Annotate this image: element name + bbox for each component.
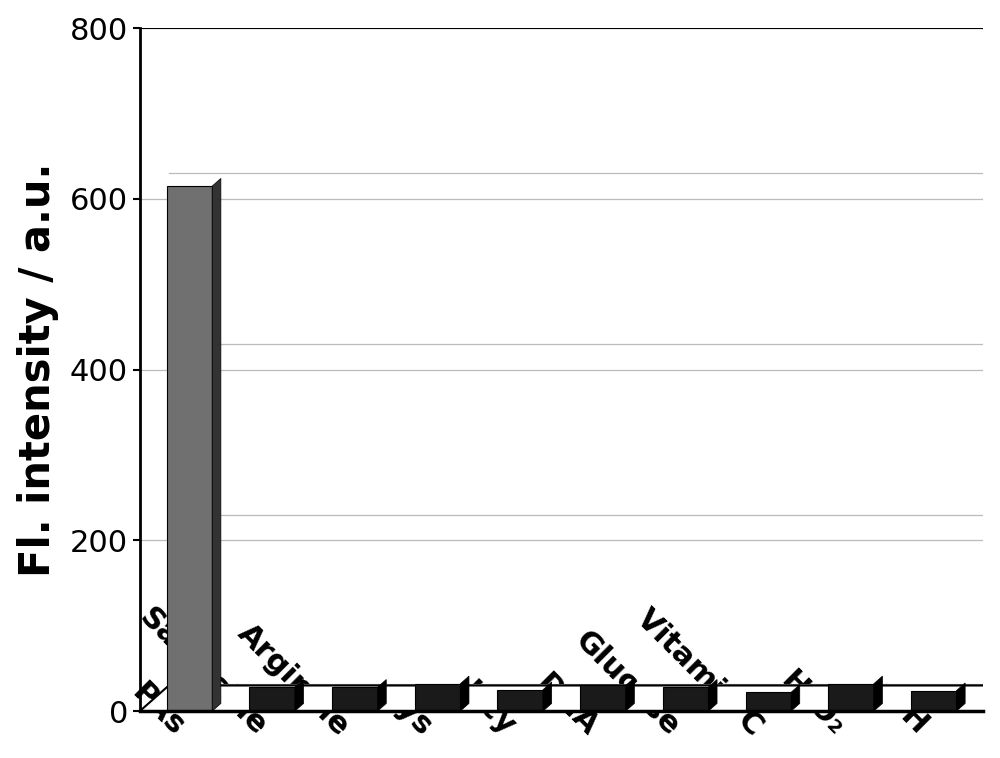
Bar xyxy=(167,186,212,711)
Polygon shape xyxy=(874,676,882,711)
Polygon shape xyxy=(212,178,221,711)
Polygon shape xyxy=(708,679,717,711)
Bar xyxy=(746,692,791,711)
Y-axis label: Fl. intensity / a.u.: Fl. intensity / a.u. xyxy=(17,162,59,577)
Bar xyxy=(911,691,956,711)
Polygon shape xyxy=(295,679,304,711)
Polygon shape xyxy=(791,684,800,711)
Polygon shape xyxy=(543,682,552,711)
Polygon shape xyxy=(460,676,469,711)
Bar xyxy=(249,688,295,711)
Bar xyxy=(497,690,543,711)
Polygon shape xyxy=(378,679,386,711)
Bar xyxy=(828,684,874,711)
Bar xyxy=(332,688,378,711)
Bar xyxy=(580,685,626,711)
Polygon shape xyxy=(140,685,1000,711)
Bar xyxy=(415,684,460,711)
Polygon shape xyxy=(956,683,965,711)
Polygon shape xyxy=(626,678,634,711)
Bar xyxy=(663,688,708,711)
